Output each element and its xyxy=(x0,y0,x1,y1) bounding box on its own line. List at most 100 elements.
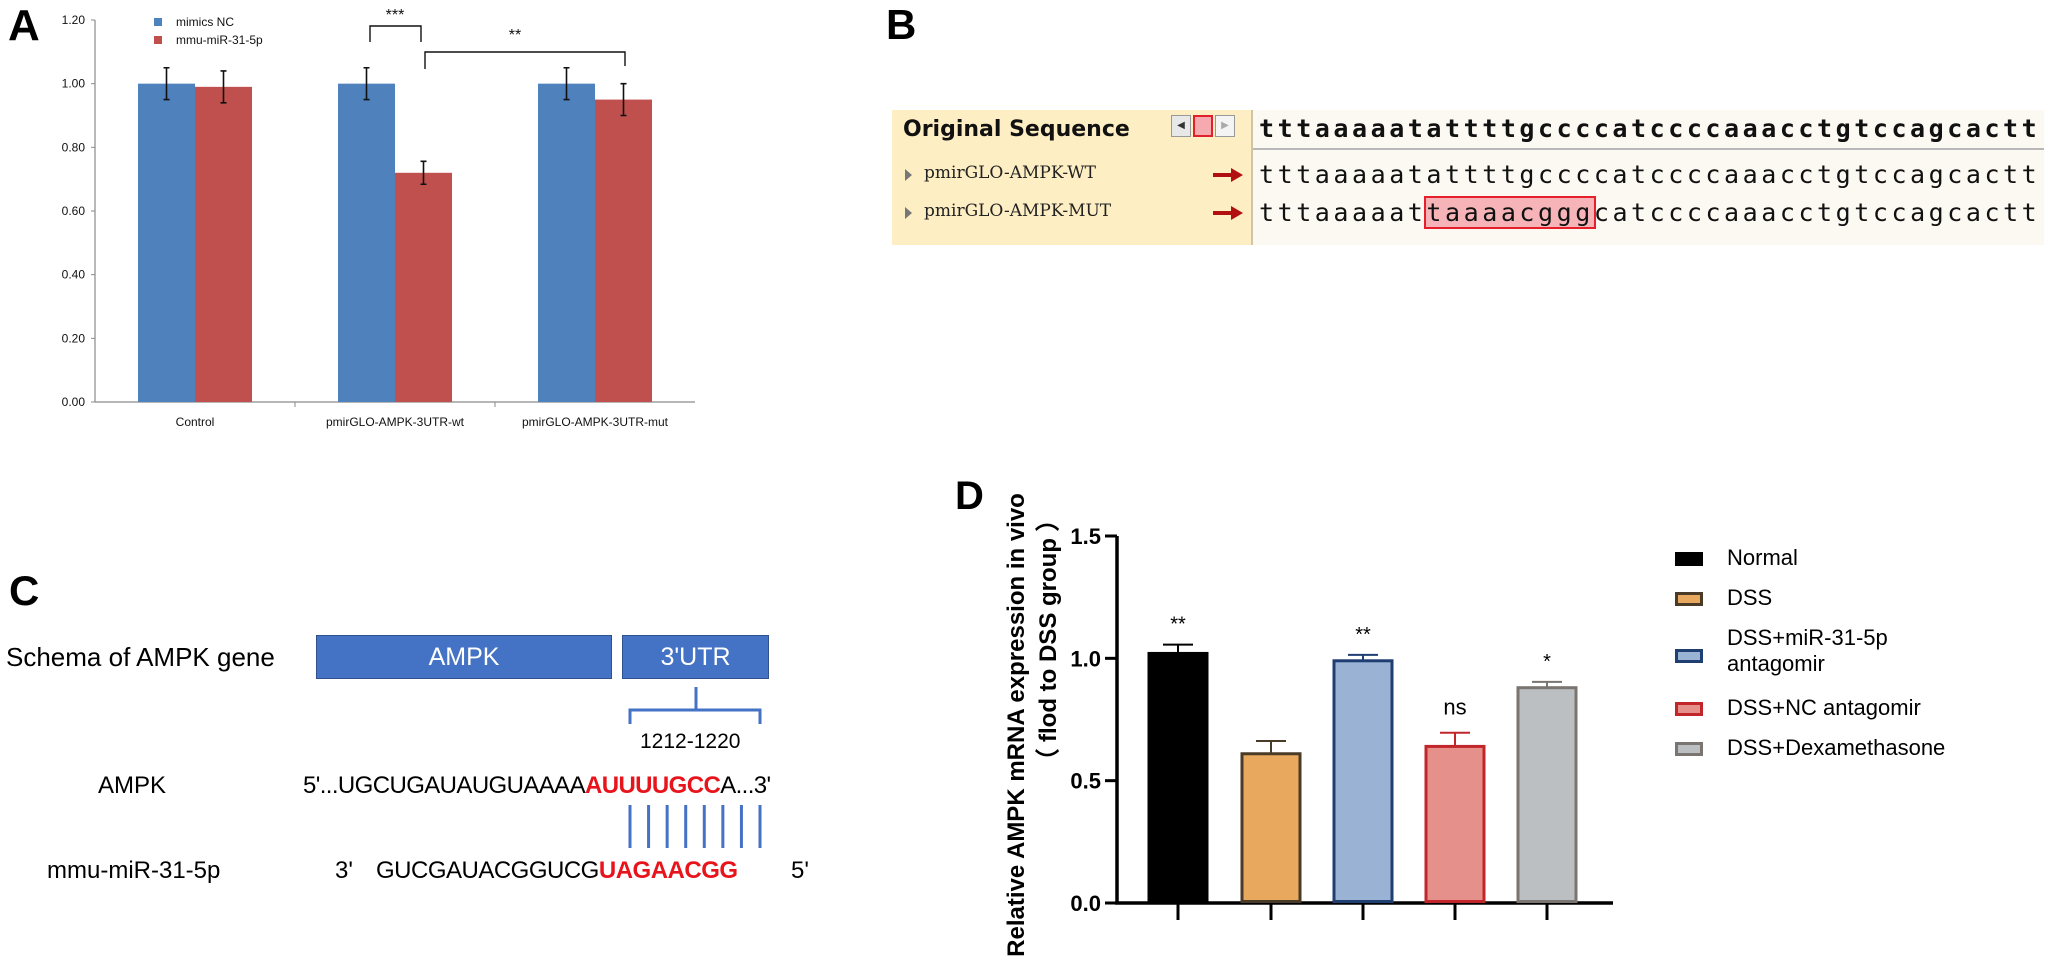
chart-d-legend-swatch xyxy=(1675,702,1703,716)
mirna-prefix: GUCGAUACGGUCG xyxy=(376,857,599,884)
chart-d-legend-label-line: DSS+Dexamethasone xyxy=(1727,735,1946,760)
chart-d-error-bar xyxy=(1440,731,1470,747)
chart-d-legend-swatch xyxy=(1675,742,1703,756)
chart-a-sig-label: ** xyxy=(509,27,521,44)
panel-d-letter: D xyxy=(955,474,984,518)
nav-next-button[interactable]: ▶ xyxy=(1215,115,1235,137)
chart-d-legend-swatch xyxy=(1675,592,1703,606)
chart-a-bar xyxy=(395,172,452,402)
chart-a-error-bar xyxy=(563,66,570,101)
chart-d-legend-label-line: Normal xyxy=(1727,545,1798,570)
chart-d-significance-label: * xyxy=(1543,651,1551,673)
chart-d-y-tick-label: 1.0 xyxy=(1070,646,1101,671)
chart-a-y-tick-label: 0.40 xyxy=(62,268,86,282)
original-sequence: tttaaaaatattttgccccatccccaaacctgtccagcac… xyxy=(1259,114,2041,143)
mirna-3prime: 3' xyxy=(335,857,353,884)
chart-a-x-tick-label: pmirGLO-AMPK-3UTR-wt xyxy=(326,415,465,429)
mut-seq-after: catccccaaacctgtccagcactt xyxy=(1593,198,2041,227)
sequence-labels-pane: Original Sequence ◀ ▶ pmirGLO-AMPK-WT pm… xyxy=(892,110,1251,245)
chart-a-legend-swatch xyxy=(154,36,162,44)
chart-a-sig-label: *** xyxy=(386,7,405,24)
chart-d-y-tick-label: 1.5 xyxy=(1070,524,1101,549)
expand-triangle-icon[interactable] xyxy=(905,169,912,181)
nav-prev-button[interactable]: ◀ xyxy=(1171,115,1191,137)
wt-sequence: tttaaaaatattttgccccatccccaaacctgtccagcac… xyxy=(1259,160,2041,189)
chart-d-bar xyxy=(1516,686,1578,904)
chevron-left-icon: ◀ xyxy=(1177,120,1185,131)
mirna-label: mmu-miR-31-5p xyxy=(47,857,221,884)
sequence-pane: tttaaaaatattttgccccatccccaaacctgtccagcac… xyxy=(1251,110,2044,245)
chart-d-legend-label-line: DSS xyxy=(1727,585,1773,610)
chart-d-legend-label: DSS xyxy=(1727,585,1772,611)
sequence-viewer: Original Sequence ◀ ▶ pmirGLO-AMPK-WT pm… xyxy=(892,110,2044,245)
chart-d-y-axis-label-2: （ flod to DSS group ） xyxy=(1035,507,1062,772)
gene-cds-box: AMPK xyxy=(316,635,612,679)
chart-a-sig-bracket xyxy=(369,25,422,42)
chart-d-legend-label: DSS+miR-31-5p antagomir xyxy=(1727,625,1888,677)
chart-d-bar xyxy=(1332,659,1394,904)
base-pair-lines xyxy=(628,805,762,848)
target-prefix: 5'...UGCUGAUAUGUAAAA xyxy=(303,772,586,799)
chart-d-bar xyxy=(1424,744,1486,903)
chart-d-legend-swatch xyxy=(1675,649,1703,663)
chart-a-error-bar xyxy=(363,66,370,101)
chart-a-error-bar xyxy=(220,70,227,104)
panel-b-letter: B xyxy=(886,1,917,48)
chart-d-significance-label: ns xyxy=(1443,695,1466,720)
mirna-seed: UAGAACGG xyxy=(598,857,738,884)
chart-a-error-bar xyxy=(620,82,627,117)
chart-a-legend-swatch xyxy=(154,18,162,26)
row-label-wt: pmirGLO-AMPK-WT xyxy=(924,163,1096,183)
expand-triangle-icon[interactable] xyxy=(905,207,912,219)
chart-d-legend-label: DSS+NC antagomir xyxy=(1727,695,1921,721)
panel-a-letter: A xyxy=(8,1,40,50)
chart-d-significance-label: ** xyxy=(1170,614,1186,636)
target-sequence: 5'...UGCUGAUAUGUAAAAAUUUUGCCA...3' xyxy=(303,772,771,800)
chart-d-legend-label: Normal xyxy=(1727,545,1798,571)
mutated-site-highlight: taaaacggg xyxy=(1424,196,1596,229)
site-range-label: 1212-1220 xyxy=(640,730,741,753)
chart-d-legend-label-line: antagomir xyxy=(1727,651,1825,676)
chart-d-y-tick-label: 0.0 xyxy=(1070,891,1101,916)
chart-a-bar xyxy=(538,83,595,403)
chart-d-y-tick-label: 0.5 xyxy=(1070,769,1101,794)
chart-d-legend-label-line: DSS+NC antagomir xyxy=(1727,695,1921,720)
schema-title: Schema of AMPK gene xyxy=(6,642,275,672)
mirna-5prime: 5' xyxy=(791,857,809,884)
chart-d-bar xyxy=(1240,752,1302,904)
chart-d-y-axis-label: Relative AMPK mRNA expression in vivo xyxy=(1003,493,1030,957)
original-sequence-header: Original Sequence xyxy=(903,117,1130,142)
chart-a-bar xyxy=(338,83,395,403)
mut-seq-before: tttaaaaat xyxy=(1259,198,1427,227)
chart-a-y-tick-label: 0.20 xyxy=(62,331,86,345)
target-seed: AUUUUGCC xyxy=(584,772,721,799)
chevron-right-icon: ▶ xyxy=(1221,120,1229,131)
chart-d-significance-label: ** xyxy=(1355,624,1371,646)
mut-sequence: tttaaaaattaaaacgggcatccccaaacctgtccagcac… xyxy=(1259,196,2041,229)
chart-a-y-tick-label: 1.00 xyxy=(62,77,86,91)
chart-a-legend-label: mimics NC xyxy=(176,15,234,29)
chart-d-error-bar xyxy=(1256,740,1286,754)
color-marker-button[interactable] xyxy=(1193,115,1213,137)
chart-a-x-tick-label: pmirGLO-AMPK-3UTR-mut xyxy=(522,415,669,429)
site-bracket-icon xyxy=(628,687,762,724)
chart-a-error-bar xyxy=(163,66,170,101)
chart-a-sig-bracket xyxy=(424,51,626,69)
chart-a-y-tick-label: 0.80 xyxy=(62,140,86,154)
chart-d-legend-label-line: DSS+miR-31-5p xyxy=(1727,625,1888,650)
header-divider xyxy=(1253,148,2044,150)
target-label: AMPK xyxy=(98,772,167,799)
chart-a-x-tick-label: Control xyxy=(176,415,215,429)
chart-a-bar xyxy=(138,83,195,403)
target-suffix: A...3' xyxy=(720,772,771,799)
chart-a-y-tick-label: 0.00 xyxy=(62,395,86,409)
row-label-mut: pmirGLO-AMPK-MUT xyxy=(924,201,1112,221)
arrow-right-icon xyxy=(1213,206,1243,220)
chart-d-legend-swatch xyxy=(1675,552,1703,566)
arrow-right-icon xyxy=(1213,168,1243,182)
chart-d-legend-label: DSS+Dexamethasone xyxy=(1727,735,1945,761)
chart-a-y-tick-label: 0.60 xyxy=(62,204,86,218)
